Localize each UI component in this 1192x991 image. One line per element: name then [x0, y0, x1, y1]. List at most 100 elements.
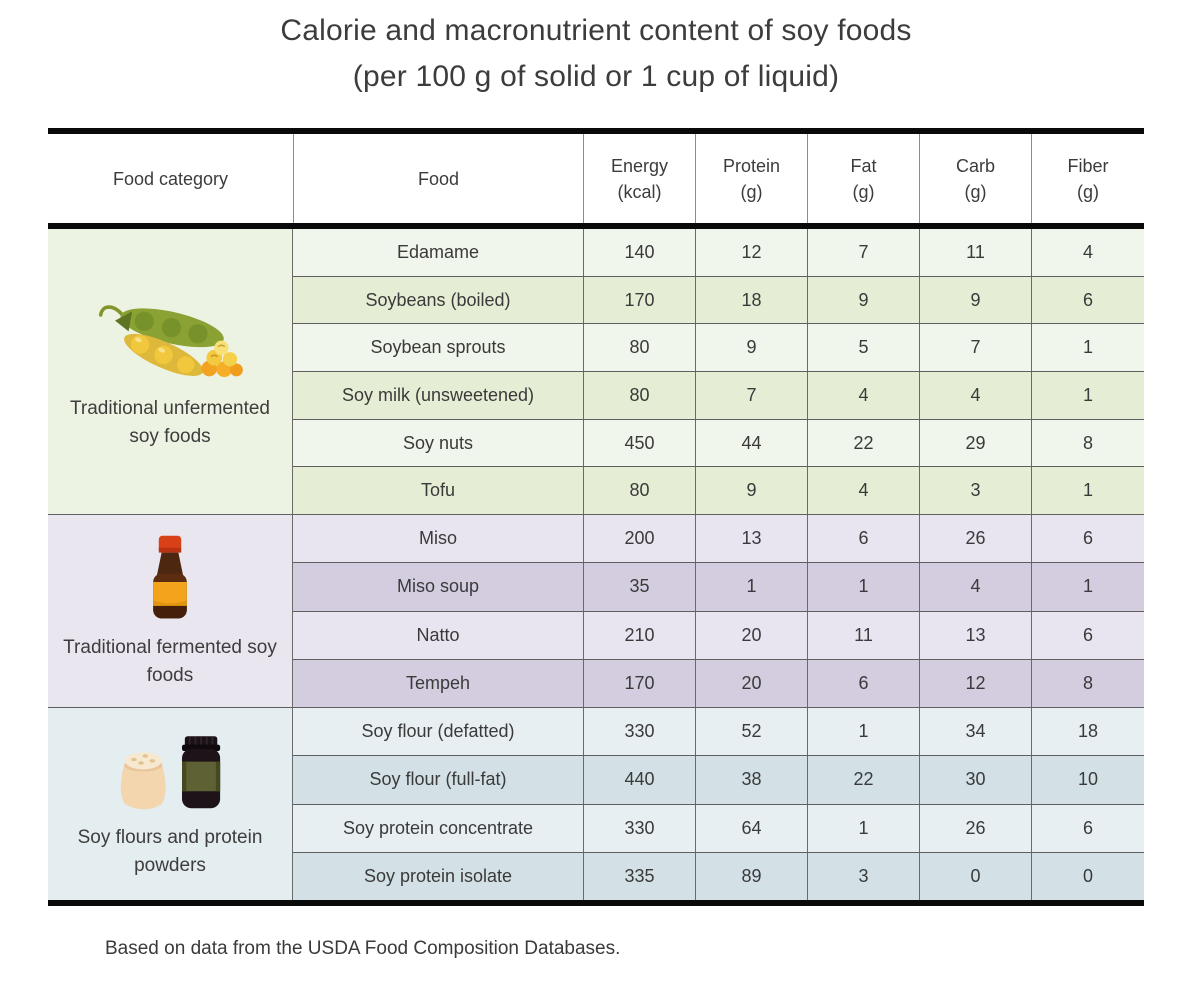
- table-row: Tofu 80 9 4 3 1: [293, 466, 1144, 515]
- fat-cell: 22: [807, 419, 919, 467]
- energy-cell: 335: [583, 852, 695, 900]
- carb-cell: 29: [919, 419, 1031, 467]
- header-energy-line2: (kcal): [617, 181, 662, 202]
- table-row: Miso soup 35 1 1 4 1: [293, 562, 1144, 611]
- table-row: Soybeans (boiled) 170 18 9 9 6: [293, 275, 1144, 324]
- title-line-1: Calorie and macronutrient content of soy…: [280, 14, 912, 47]
- header-food: Food: [293, 134, 583, 223]
- table-bottom-rule: [48, 900, 1144, 906]
- fat-cell: 11: [807, 611, 919, 659]
- energy-cell: 80: [583, 372, 695, 419]
- energy-cell: 140: [583, 229, 695, 276]
- header-energy: Energy (kcal): [583, 134, 695, 223]
- fiber-cell: 6: [1031, 515, 1144, 563]
- category-cell-unfermented: Traditional unfermented soy foods: [48, 229, 293, 514]
- protein-cell: 64: [695, 804, 807, 852]
- section-fermented-rows: Miso 200 13 6 26 6 Miso soup 35 1 1 4 1 …: [293, 515, 1144, 707]
- table-row: Miso 200 13 6 26 6: [293, 515, 1144, 563]
- energy-cell: 330: [583, 804, 695, 852]
- protein-cell: 20: [695, 659, 807, 707]
- section-unfermented: Traditional unfermented soy foods Edamam…: [48, 229, 1144, 515]
- food-cell: Soy flour (full-fat): [369, 769, 507, 790]
- section-fermented: Traditional fermented soy foods Miso 200…: [48, 514, 1144, 707]
- table-row: Soy protein concentrate 330 64 1 26 6: [293, 803, 1144, 852]
- energy-cell: 200: [583, 515, 695, 563]
- energy-cell: 210: [583, 611, 695, 659]
- header-carb: Carb (g): [919, 134, 1031, 223]
- category-label-unfermented: Traditional unfermented soy foods: [70, 398, 270, 447]
- carb-cell: 13: [919, 611, 1031, 659]
- header-carb-line2: (g): [964, 181, 987, 202]
- energy-cell: 80: [583, 324, 695, 372]
- header-food-label: Food: [417, 168, 460, 189]
- fiber-cell: 6: [1031, 611, 1144, 659]
- carb-cell: 34: [919, 708, 1031, 756]
- header-fiber-line1: Fiber: [1067, 155, 1109, 176]
- soy-foods-infographic: Calorie and macronutrient content of soy…: [0, 8, 1192, 960]
- fiber-cell: 6: [1031, 276, 1144, 324]
- energy-cell: 170: [583, 659, 695, 707]
- header-fat-line1: Fat: [850, 155, 877, 176]
- table-row: Soy flour (defatted) 330 52 1 34 18: [293, 708, 1144, 756]
- carb-cell: 9: [919, 276, 1031, 324]
- protein-cell: 9: [695, 324, 807, 372]
- energy-cell: 35: [583, 563, 695, 611]
- carb-cell: 11: [919, 229, 1031, 276]
- fat-cell: 9: [807, 276, 919, 324]
- section-flours-powders-rows: Soy flour (defatted) 330 52 1 34 18 Soy …: [293, 708, 1144, 900]
- protein-cell: 12: [695, 229, 807, 276]
- category-cell-flours-powders: Soy flours and protein powders: [48, 708, 293, 900]
- food-cell: Tofu: [420, 480, 456, 501]
- food-cell: Edamame: [396, 241, 480, 262]
- table-header-row: Food category Food Energy (kcal) Protein…: [48, 134, 1144, 223]
- fiber-cell: 6: [1031, 804, 1144, 852]
- header-fiber: Fiber (g): [1031, 134, 1144, 223]
- table-row: Soy flour (full-fat) 440 38 22 30 10: [293, 755, 1144, 804]
- protein-cell: 7: [695, 372, 807, 419]
- header-fat-line2: (g): [852, 181, 875, 202]
- fiber-cell: 0: [1031, 852, 1144, 900]
- protein-cell: 18: [695, 276, 807, 324]
- fat-cell: 1: [807, 708, 919, 756]
- protein-cell: 89: [695, 852, 807, 900]
- soy-foods-table: Food category Food Energy (kcal) Protein…: [48, 128, 1144, 906]
- energy-cell: 330: [583, 708, 695, 756]
- page-title: Calorie and macronutrient content of soy…: [0, 8, 1192, 100]
- fat-cell: 3: [807, 852, 919, 900]
- fat-cell: 1: [807, 563, 919, 611]
- table-row: Soy protein isolate 335 89 3 0 0: [293, 851, 1144, 900]
- fiber-cell: 4: [1031, 229, 1144, 276]
- carb-cell: 3: [919, 467, 1031, 515]
- food-cell: Soybeans (boiled): [365, 289, 511, 310]
- table-top-rule: [48, 128, 1144, 134]
- fiber-cell: 18: [1031, 708, 1144, 756]
- protein-cell: 52: [695, 708, 807, 756]
- header-bottom-rule: [48, 223, 1144, 229]
- fiber-cell: 8: [1031, 419, 1144, 467]
- header-protein-line1: Protein: [722, 155, 781, 176]
- protein-cell: 44: [695, 419, 807, 467]
- fat-cell: 5: [807, 324, 919, 372]
- section-flours-powders: Soy flours and protein powders Soy flour…: [48, 707, 1144, 900]
- fiber-cell: 10: [1031, 756, 1144, 804]
- energy-cell: 80: [583, 467, 695, 515]
- protein-cell: 1: [695, 563, 807, 611]
- food-cell: Miso soup: [396, 576, 480, 597]
- section-unfermented-rows: Edamame 140 12 7 11 4 Soybeans (boiled) …: [293, 229, 1144, 515]
- energy-cell: 450: [583, 419, 695, 467]
- energy-cell: 170: [583, 276, 695, 324]
- food-cell: Soy protein isolate: [363, 865, 513, 886]
- header-food-category-label: Food category: [112, 168, 229, 189]
- category-label-flours-powders: Soy flours and protein powders: [77, 826, 263, 876]
- food-cell: Soy protein concentrate: [342, 817, 534, 838]
- carb-cell: 26: [919, 515, 1031, 563]
- fat-cell: 7: [807, 229, 919, 276]
- protein-cell: 38: [695, 756, 807, 804]
- food-cell: Soy milk (unsweetened): [341, 384, 535, 405]
- fat-cell: 4: [807, 372, 919, 419]
- fiber-cell: 1: [1031, 324, 1144, 372]
- header-fat: Fat (g): [807, 134, 919, 223]
- fiber-cell: 1: [1031, 372, 1144, 419]
- fat-cell: 6: [807, 515, 919, 563]
- food-cell: Soybean sprouts: [370, 337, 506, 358]
